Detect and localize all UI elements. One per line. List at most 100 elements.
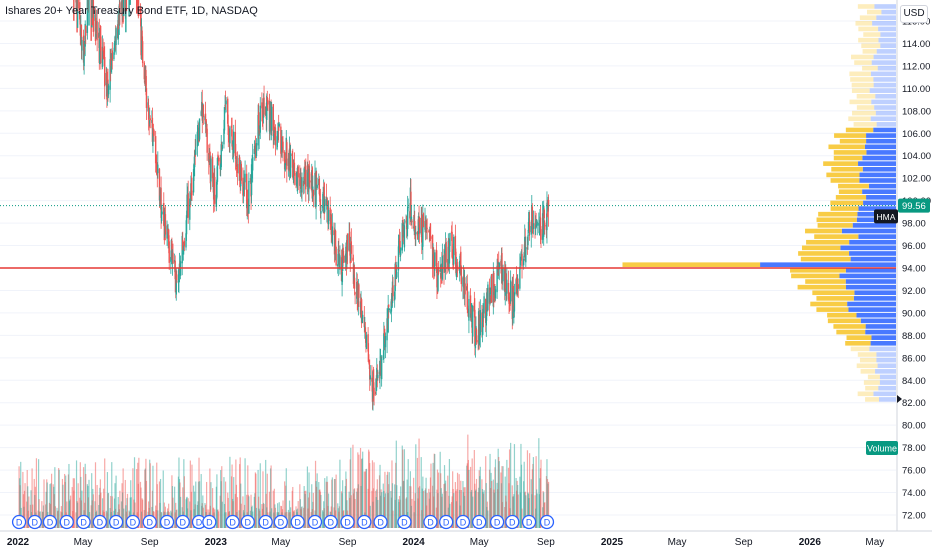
candle-body [145, 69, 147, 86]
vp-down-bar [835, 195, 867, 200]
candle-body [227, 124, 229, 136]
volume-bar [342, 480, 344, 528]
candle-body [354, 292, 356, 295]
candle-body [210, 158, 212, 182]
vp-down-bar [851, 88, 870, 93]
candle-body [261, 106, 264, 114]
candle-body [460, 251, 462, 266]
dividend-marker: D [505, 514, 520, 530]
candle-body [259, 105, 261, 133]
candle-body [148, 119, 151, 124]
dividend-marker-circle [59, 514, 74, 530]
dividend-marker-circle [397, 514, 412, 530]
volume-bar [420, 457, 422, 528]
dividend-marker: D [125, 514, 141, 530]
volume-bar [350, 495, 352, 528]
candle-body [515, 277, 518, 282]
volume-bar [392, 510, 394, 528]
candle-body [193, 150, 196, 168]
candle-body [426, 227, 428, 229]
candle-body [95, 34, 97, 38]
volume-bar [58, 469, 60, 528]
candle-body [149, 118, 151, 121]
volume-bar [133, 457, 136, 528]
dividend-marker-label: D [16, 518, 23, 528]
currency-button[interactable]: USD [900, 5, 928, 23]
last-price-label: 99.56 [902, 201, 926, 212]
vp-up-bar [862, 155, 896, 161]
vp-down-bar [852, 110, 876, 116]
candle-body [86, 0, 89, 33]
candle-body [388, 308, 390, 311]
vp-up-bar [862, 166, 896, 172]
candle-body [122, 0, 125, 17]
vp-up-bar [845, 268, 896, 273]
candle-body [187, 193, 189, 218]
vp-up-bar [881, 9, 896, 15]
vp-down-bar [863, 32, 881, 37]
candle-body [168, 241, 170, 263]
candle-body [305, 165, 307, 190]
volume-bar [43, 479, 45, 528]
x-tick-label: Sep [141, 537, 159, 548]
volume-bar [103, 488, 105, 528]
volume-bar [425, 477, 427, 528]
candle-body [248, 180, 250, 214]
candle-body [276, 136, 278, 150]
volume-bar [407, 459, 409, 528]
dividend-marker-circle [225, 514, 240, 530]
candle-body [340, 257, 343, 281]
candle-body [215, 194, 218, 207]
price-axis [897, 0, 932, 550]
volume-bar [92, 494, 94, 528]
volume-bar [460, 490, 462, 528]
candle-body [472, 305, 474, 337]
candle-body [401, 223, 403, 251]
candle-body [141, 41, 144, 64]
volume-bar [479, 466, 481, 528]
volume-bar [472, 496, 474, 528]
volume-bar [416, 457, 419, 528]
candle-body [338, 250, 340, 252]
volume-bar [255, 507, 258, 528]
candle-body [482, 312, 485, 316]
candle-body [234, 132, 237, 156]
candle-body [493, 272, 495, 300]
dividend-marker-label: D [509, 518, 516, 528]
candle-body [118, 4, 121, 26]
volume-bar [354, 498, 356, 528]
candle-body [474, 309, 476, 347]
candle-body [528, 218, 530, 224]
vp-up-bar [869, 88, 896, 93]
dividend-marker: D [397, 514, 412, 530]
volume-bar [517, 494, 519, 528]
candle-body [267, 99, 269, 105]
candle-body [364, 327, 367, 334]
candle-body [81, 40, 83, 51]
candle-body [459, 260, 461, 274]
candle-body [501, 253, 503, 280]
volume-bar [449, 503, 451, 528]
candle-body [361, 317, 363, 323]
vp-down-bar [810, 301, 848, 307]
volume-bar [434, 454, 436, 528]
volume-bar [395, 440, 397, 528]
vp-up-bar [859, 172, 896, 178]
candle-body [316, 184, 318, 188]
dividend-marker-label: D [460, 518, 467, 528]
dividend-marker: D [423, 514, 438, 530]
vp-down-bar [849, 71, 871, 77]
candle-body [227, 98, 229, 124]
candle-body [464, 283, 466, 295]
vp-down-bar [826, 172, 860, 178]
vp-up-bar [864, 144, 896, 150]
vp-up-bar [873, 77, 896, 82]
vp-down-bar [859, 15, 877, 20]
dividend-marker: D [92, 514, 107, 530]
vp-up-bar [879, 374, 896, 380]
vp-up-bar [876, 357, 896, 363]
candle-body [185, 215, 188, 235]
vp-down-bar [863, 380, 880, 385]
